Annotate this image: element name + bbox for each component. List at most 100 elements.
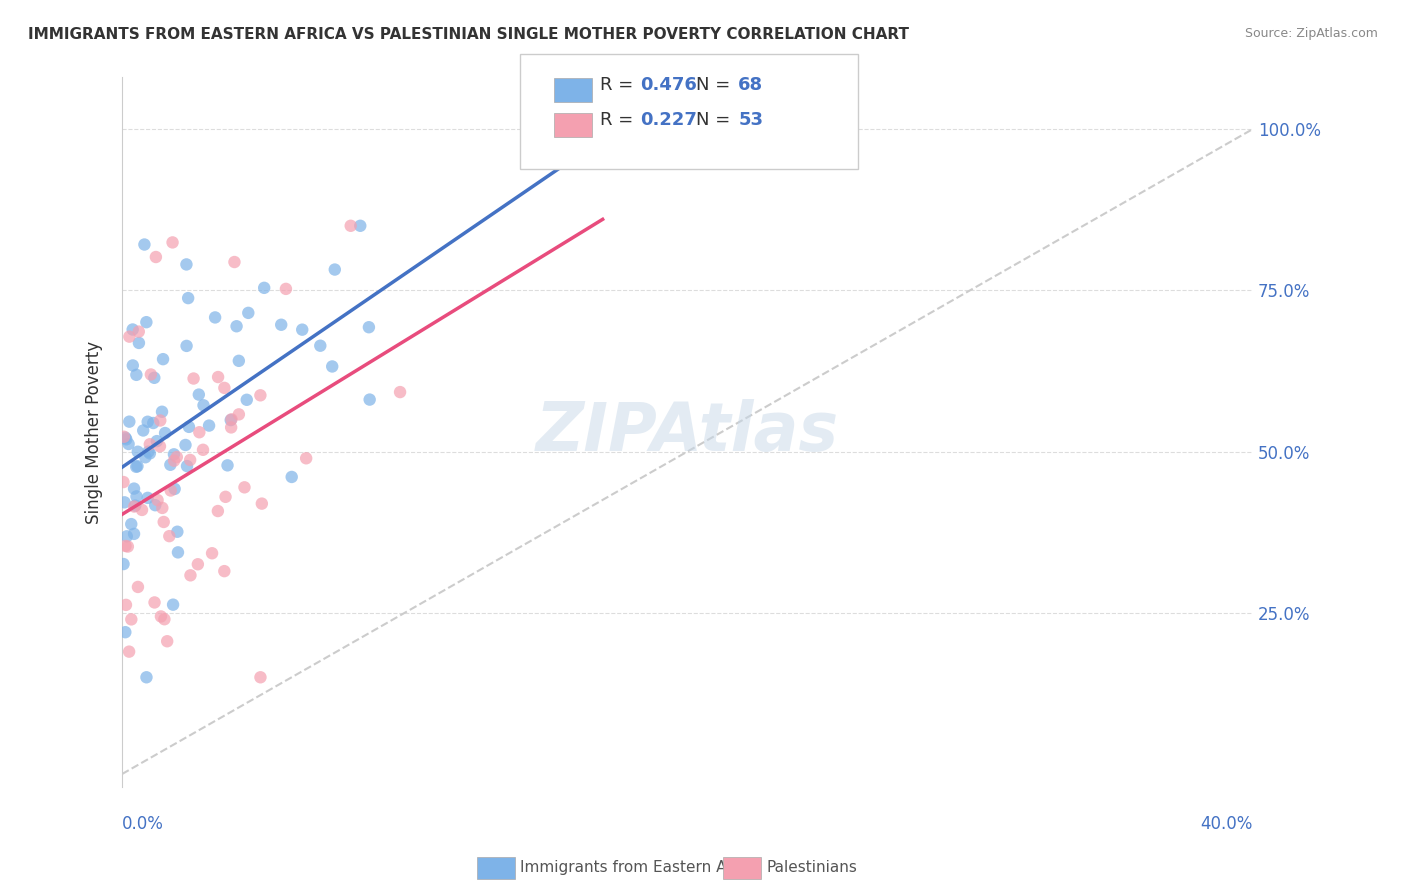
Point <box>118 329 141 343</box>
Point <box>201 546 224 560</box>
Point <box>217 458 239 473</box>
Point <box>142 416 165 430</box>
Point <box>188 425 211 440</box>
Point <box>163 482 186 496</box>
Point <box>115 529 138 543</box>
Point <box>153 612 176 626</box>
Point <box>214 381 236 395</box>
Point <box>128 335 150 350</box>
Point <box>124 499 146 513</box>
Point <box>224 255 246 269</box>
Point <box>149 413 172 427</box>
Point <box>122 527 145 541</box>
Point <box>146 493 169 508</box>
Point <box>228 408 250 422</box>
Point <box>117 540 139 554</box>
Point <box>115 433 138 447</box>
Point <box>191 442 214 457</box>
Point <box>121 322 143 336</box>
Point <box>134 450 156 465</box>
Point <box>135 315 157 329</box>
Text: 0.227: 0.227 <box>640 112 696 129</box>
Point <box>166 524 188 539</box>
Point <box>136 491 159 505</box>
Point <box>156 634 179 648</box>
Point <box>179 453 201 467</box>
Point <box>127 444 149 458</box>
Point <box>114 625 136 640</box>
Point <box>112 557 135 571</box>
Point <box>166 450 188 464</box>
Point <box>159 483 181 498</box>
Point <box>143 371 166 385</box>
Point <box>127 459 149 474</box>
Point <box>177 291 200 305</box>
Point <box>120 612 142 626</box>
Point <box>219 420 242 434</box>
Point <box>389 385 412 400</box>
Point <box>115 598 138 612</box>
Point <box>270 318 292 332</box>
Point <box>150 500 173 515</box>
Point <box>114 495 136 509</box>
Point <box>118 415 141 429</box>
Point <box>153 425 176 440</box>
Point <box>163 447 186 461</box>
Text: 40.0%: 40.0% <box>1201 815 1253 833</box>
Point <box>193 398 215 412</box>
Text: 0.476: 0.476 <box>640 76 696 94</box>
Point <box>132 424 155 438</box>
Point <box>253 281 276 295</box>
Point <box>114 539 136 553</box>
Point <box>207 504 229 518</box>
Y-axis label: Single Mother Poverty: Single Mother Poverty <box>86 341 103 524</box>
Point <box>125 459 148 474</box>
Point <box>236 392 259 407</box>
Point <box>179 568 201 582</box>
Point <box>219 413 242 427</box>
Point <box>139 437 162 451</box>
Point <box>149 439 172 453</box>
Point <box>207 370 229 384</box>
Point <box>176 257 198 271</box>
Point <box>135 670 157 684</box>
Point <box>323 262 346 277</box>
Point <box>122 500 145 514</box>
Point <box>114 431 136 445</box>
Point <box>139 368 162 382</box>
Point <box>274 282 297 296</box>
Text: ZIPAtlas: ZIPAtlas <box>536 400 839 466</box>
Point <box>128 325 150 339</box>
Point <box>138 444 160 458</box>
Point <box>152 515 174 529</box>
Point <box>150 405 173 419</box>
Point <box>136 415 159 429</box>
Point <box>177 420 200 434</box>
Point <box>121 359 143 373</box>
Text: 0.0%: 0.0% <box>122 815 165 833</box>
Point <box>146 434 169 449</box>
Point <box>163 453 186 467</box>
Point <box>149 609 172 624</box>
Text: Source: ZipAtlas.com: Source: ZipAtlas.com <box>1244 27 1378 40</box>
Point <box>349 219 371 233</box>
Point <box>187 387 209 401</box>
Point <box>162 598 184 612</box>
Point <box>125 368 148 382</box>
Point <box>339 219 361 233</box>
Point <box>145 250 167 264</box>
Text: Palestinians: Palestinians <box>766 860 858 874</box>
Text: IMMIGRANTS FROM EASTERN AFRICA VS PALESTINIAN SINGLE MOTHER POVERTY CORRELATION : IMMIGRANTS FROM EASTERN AFRICA VS PALEST… <box>28 27 910 42</box>
Point <box>112 475 135 489</box>
Point <box>250 497 273 511</box>
Point <box>187 558 209 572</box>
Point <box>159 458 181 472</box>
Point <box>291 323 314 337</box>
Point <box>309 339 332 353</box>
Point <box>117 437 139 451</box>
Point <box>167 545 190 559</box>
Point <box>125 490 148 504</box>
Point <box>152 352 174 367</box>
Point <box>127 580 149 594</box>
Point <box>122 482 145 496</box>
